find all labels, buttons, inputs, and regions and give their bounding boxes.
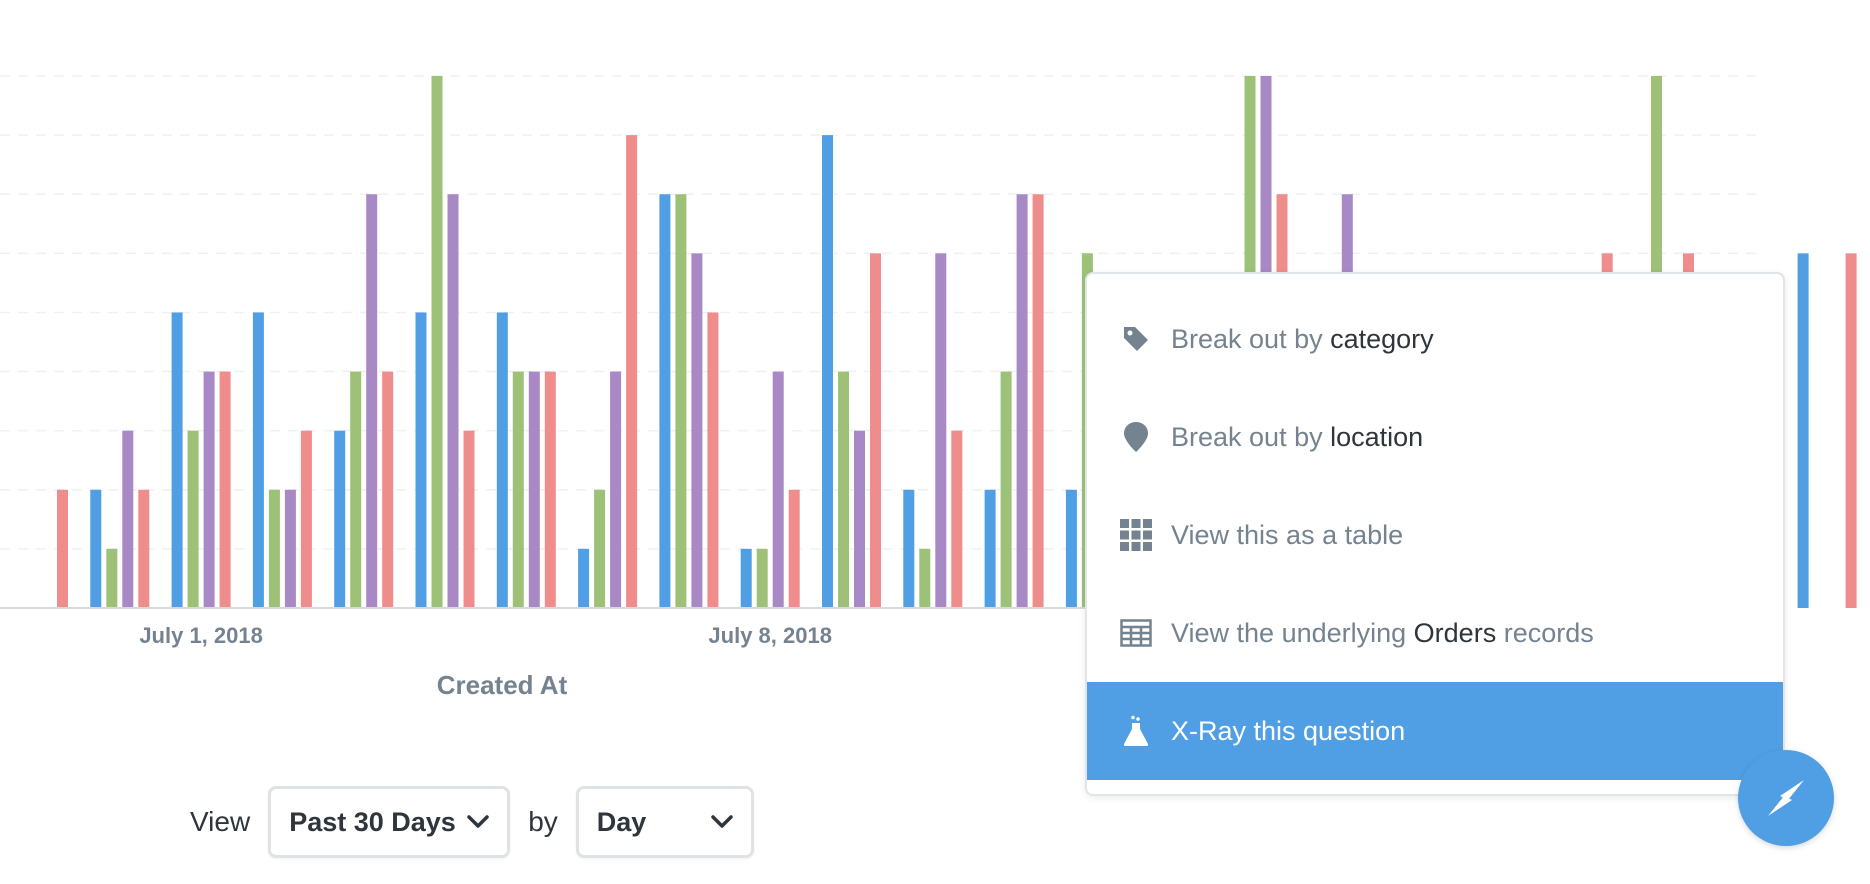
bar[interactable] — [1032, 194, 1044, 608]
xray-question[interactable]: X-Ray this question — [1087, 682, 1783, 780]
bar[interactable] — [1845, 253, 1857, 609]
bar[interactable] — [578, 548, 590, 608]
bar[interactable] — [300, 430, 312, 608]
bar[interactable] — [415, 312, 427, 608]
bar[interactable] — [366, 194, 378, 608]
action-label: View the underlying Orders records — [1171, 617, 1594, 648]
bar[interactable] — [675, 194, 687, 608]
bar[interactable] — [984, 489, 996, 608]
bar[interactable] — [382, 371, 394, 608]
bar[interactable] — [1065, 489, 1077, 608]
action-label: Break out by location — [1171, 421, 1424, 452]
x-tick-label: July 8, 2018 — [708, 623, 832, 648]
grid-icon — [1119, 518, 1153, 552]
bar[interactable] — [203, 371, 215, 608]
bar[interactable] — [447, 194, 459, 608]
bar[interactable] — [594, 489, 606, 608]
bar[interactable] — [756, 548, 768, 608]
bar[interactable] — [219, 371, 231, 608]
view-label: View — [190, 806, 251, 837]
bar[interactable] — [252, 312, 264, 608]
bar[interactable] — [463, 430, 475, 608]
bar[interactable] — [90, 489, 102, 608]
actions-fab[interactable] — [1738, 750, 1834, 846]
bar[interactable] — [919, 548, 931, 608]
beaker-icon — [1119, 714, 1153, 748]
bar[interactable] — [870, 253, 881, 609]
by-label: by — [528, 806, 558, 837]
bar[interactable] — [610, 371, 622, 608]
action-popover: Break out by category Break out by locat… — [1085, 272, 1785, 796]
bar[interactable] — [350, 371, 362, 608]
time-unit-select[interactable]: Day — [575, 786, 754, 858]
view-underlying-records[interactable]: View the underlying Orders records — [1087, 584, 1783, 682]
bar[interactable] — [122, 430, 134, 608]
bar[interactable] — [740, 548, 752, 608]
bar[interactable] — [268, 489, 280, 608]
bar[interactable] — [284, 489, 296, 608]
bar[interactable] — [951, 430, 963, 608]
bar[interactable] — [512, 371, 524, 608]
bar[interactable] — [707, 312, 719, 608]
bar[interactable] — [626, 135, 638, 608]
date-range-select[interactable]: Past 30 Days — [268, 786, 511, 858]
chevron-down-icon — [711, 815, 733, 828]
x-axis-ticks: July 1, 2018 July 8, 2018 — [139, 623, 832, 648]
bar[interactable] — [1016, 194, 1028, 608]
bar[interactable] — [838, 371, 849, 608]
compass-icon — [1768, 780, 1804, 816]
tag-icon — [1119, 322, 1153, 356]
bar[interactable] — [935, 253, 947, 609]
break-out-by-location[interactable]: Break out by location — [1087, 388, 1783, 486]
bar[interactable] — [659, 194, 671, 608]
action-label: X-Ray this question — [1171, 715, 1406, 746]
bar[interactable] — [431, 76, 443, 608]
bar[interactable] — [187, 430, 199, 608]
bar[interactable] — [334, 430, 346, 608]
bar[interactable] — [171, 312, 183, 608]
bar[interactable] — [772, 371, 784, 608]
x-tick-label: July 1, 2018 — [139, 623, 263, 648]
time-controls: View Past 30 Days by Day — [190, 784, 754, 860]
chevron-down-icon — [467, 815, 489, 828]
bar[interactable] — [691, 253, 703, 609]
bar[interactable] — [854, 430, 865, 608]
bar[interactable] — [1000, 371, 1012, 608]
bar[interactable] — [544, 371, 556, 608]
bar[interactable] — [528, 371, 540, 608]
bar[interactable] — [1797, 253, 1809, 609]
bar[interactable] — [822, 135, 833, 608]
break-out-by-category[interactable]: Break out by category — [1087, 290, 1783, 388]
table-icon — [1119, 616, 1153, 650]
bar[interactable] — [106, 548, 118, 608]
bar[interactable] — [903, 489, 915, 608]
bar[interactable] — [496, 312, 508, 608]
x-axis-title: Created At — [437, 670, 568, 700]
view-as-table[interactable]: View this as a table — [1087, 486, 1783, 584]
action-label: View this as a table — [1171, 519, 1404, 550]
bar[interactable] — [138, 489, 150, 608]
bar[interactable] — [57, 489, 68, 608]
bar[interactable] — [788, 489, 800, 608]
action-label: Break out by category — [1171, 323, 1434, 354]
date-range-value: Past 30 Days — [289, 806, 456, 837]
pin-icon — [1119, 420, 1153, 454]
time-unit-value: Day — [596, 806, 647, 837]
